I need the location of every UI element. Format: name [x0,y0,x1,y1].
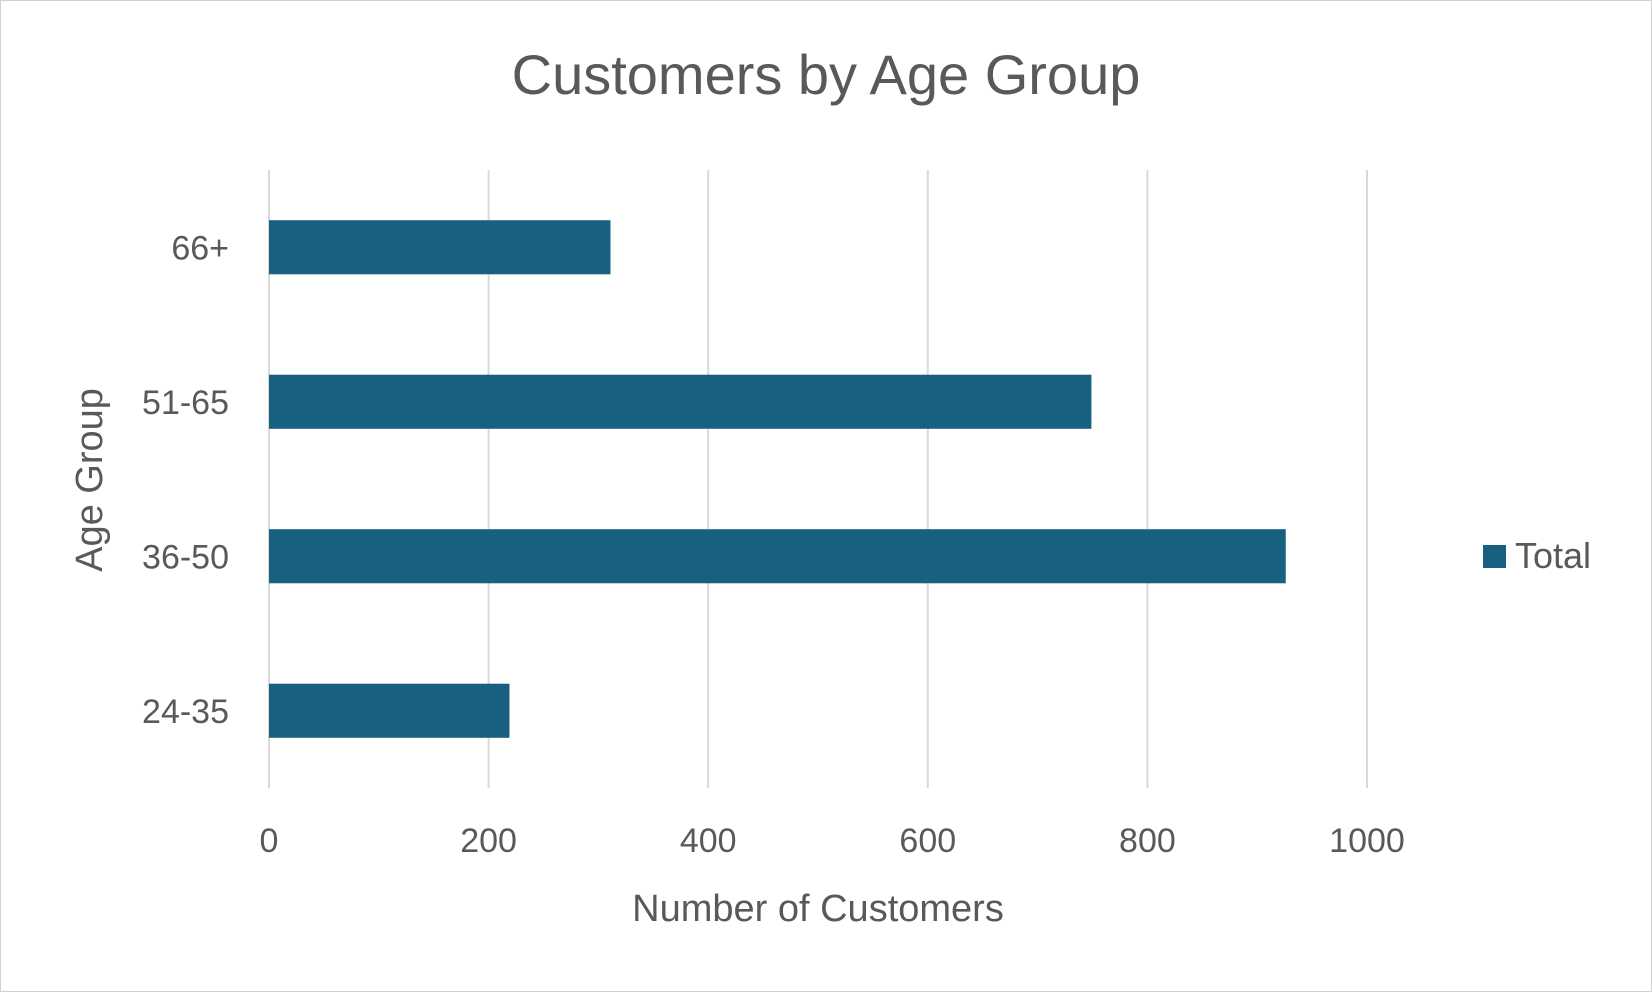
y-tick-label-66+: 66+ [171,229,229,267]
x-tick-label-1000: 1000 [1329,822,1405,860]
y-tick-label-24-35: 24-35 [142,693,229,731]
x-tick-label-200: 200 [460,822,517,860]
y-axis-tick-labels: 24-35 36-50 51-65 66+ [142,229,229,731]
legend-swatch [1483,545,1506,568]
x-tick-label-600: 600 [899,822,956,860]
y-tick-label-51-65: 51-65 [142,384,229,422]
bar-51-65 [269,374,1092,429]
bars [269,220,1286,738]
x-tick-label-400: 400 [680,822,737,860]
x-tick-label-800: 800 [1119,822,1176,860]
legend: Total [1483,535,1591,576]
legend-label-total: Total [1515,535,1591,576]
x-tick-label-0: 0 [260,822,279,860]
y-axis-title: Age Group [69,388,111,572]
y-tick-label-36-50: 36-50 [142,538,229,576]
bar-66+ [269,220,611,275]
bar-36-50 [269,529,1286,584]
bar-24-35 [269,683,510,738]
x-axis-tick-labels: 0 200 400 600 800 1000 [260,822,1405,860]
chart-title: Customers by Age Group [512,43,1141,106]
x-axis-title: Number of Customers [632,888,1004,930]
